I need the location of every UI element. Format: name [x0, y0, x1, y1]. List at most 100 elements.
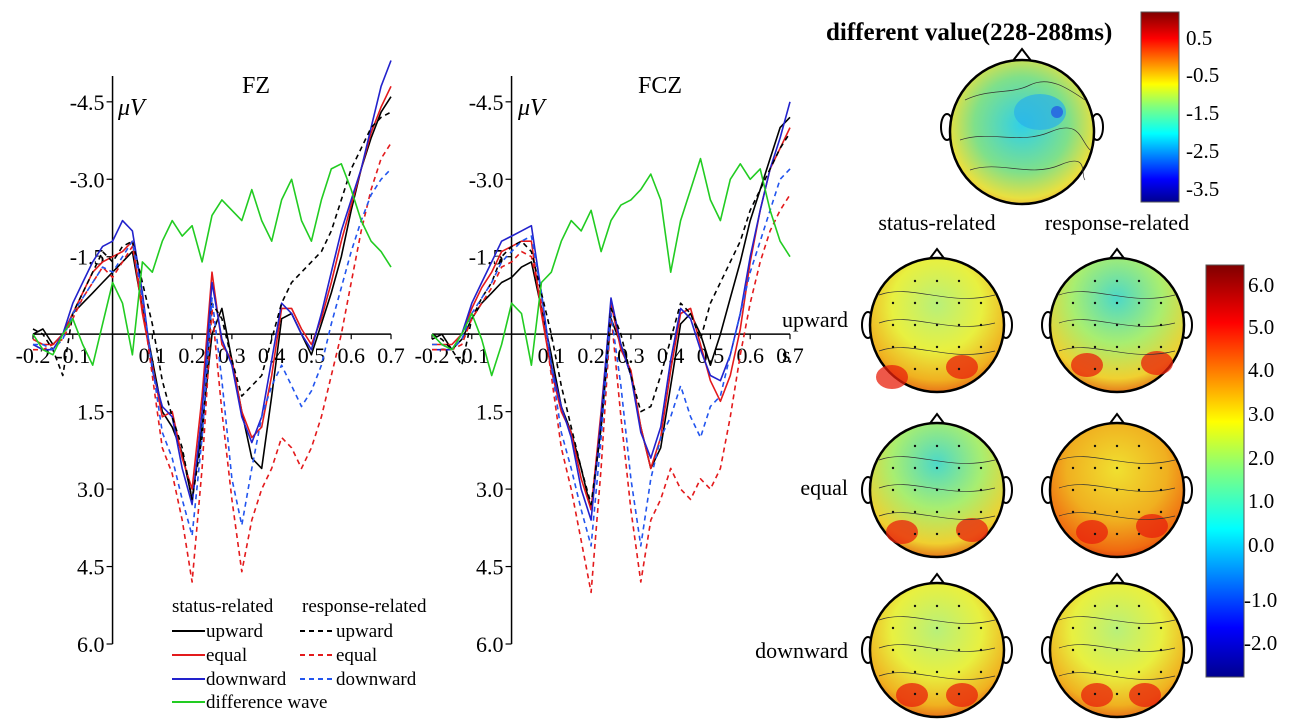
- column-label-status: status-related: [878, 210, 995, 235]
- legend-response-downward: downward: [336, 669, 417, 690]
- electrode-dot: [1093, 323, 1097, 327]
- activation-blob: [1141, 351, 1173, 375]
- cb1-tick-3: -2.5: [1186, 139, 1219, 163]
- fz-lines: [32, 60, 392, 583]
- fcz-xunit: s: [782, 342, 791, 367]
- cb2-tick-4: 2.0: [1248, 446, 1274, 470]
- electrode-dot: [1137, 670, 1141, 674]
- topomap-response-downward: [1041, 572, 1193, 719]
- electrode-dot: [935, 488, 939, 492]
- electrode-dot: [1093, 301, 1097, 305]
- condition-colorbar: 6.0 5.0 4.0 3.0 2.0 1.0 0.0 -1.0 -2.0: [1205, 264, 1277, 678]
- fcz-xtick-label: 0.7: [776, 343, 804, 368]
- electrode-dot: [935, 279, 939, 283]
- legend-status-upward: upward: [206, 621, 263, 642]
- activation-blob: [1071, 353, 1103, 377]
- fz-ytick-label: 1.5: [77, 400, 105, 425]
- electrode-dot: [913, 692, 917, 696]
- contour-line: [1058, 616, 1176, 624]
- fz-ytick-label: 6.0: [77, 632, 105, 657]
- fz-ytick-label: -3.0: [70, 167, 105, 192]
- contour-line: [878, 484, 996, 492]
- activation-blob: [886, 520, 918, 544]
- fz-series-status-related-upward: [32, 96, 392, 501]
- electrode-dot: [1071, 648, 1075, 652]
- fz-erp-panel: FZ μV -4.5-3.0-1.51.53.04.56.0-0.2 -0.1 0.…: [16, 60, 405, 657]
- cb2-tick-6: 0.0: [1248, 533, 1274, 557]
- contour-line: [878, 456, 996, 464]
- column-label-response: response-related: [1045, 210, 1189, 235]
- electrode-dot: [1137, 488, 1141, 492]
- cb1-tick-1: -0.5: [1186, 63, 1219, 87]
- electrode-dot: [1159, 488, 1163, 492]
- electrode-dot: [1115, 488, 1119, 492]
- electrode-dot: [935, 466, 939, 470]
- contour-line: [1058, 291, 1176, 299]
- electrode-dot: [957, 367, 961, 371]
- contour-line: [1058, 484, 1176, 492]
- electrode-dot: [935, 510, 939, 514]
- electrode-dot: [1071, 323, 1075, 327]
- cb1-tick-4: -3.5: [1186, 177, 1219, 201]
- electrode-dot: [957, 626, 961, 630]
- electrode-dot: [891, 301, 895, 305]
- fcz-xtick-label: 0.2: [577, 343, 605, 368]
- electrode-dot: [935, 345, 939, 349]
- electrode-dot: [1115, 323, 1119, 327]
- electrode-dot: [1137, 279, 1141, 283]
- electrode-dot: [1093, 279, 1097, 283]
- electrode-dot: [1115, 444, 1119, 448]
- fz-xtick-label: -0.2: [16, 343, 51, 368]
- cb2-tick-3: 3.0: [1248, 402, 1274, 426]
- electrode-dot: [913, 626, 917, 630]
- legend-status-equal: equal: [206, 645, 247, 666]
- fcz-xtick-label: 0.6: [736, 343, 764, 368]
- row-label-downward: downward: [755, 638, 848, 663]
- electrode-dot: [1071, 510, 1075, 514]
- fcz-series-response-related-downward: [432, 168, 791, 547]
- electrode-dot: [1159, 466, 1163, 470]
- electrode-dot: [1137, 444, 1141, 448]
- difference-topomap-panel: different value(228-288ms) 0.5 -0.5 -1.5…: [826, 11, 1219, 206]
- electrode-dot: [1137, 367, 1141, 371]
- legend-status-downward: downward: [206, 669, 287, 690]
- contour-line: [1058, 347, 1176, 355]
- topomap-status-equal: [861, 412, 1013, 559]
- electrode-dot: [957, 670, 961, 674]
- fcz-ytick-label: 6.0: [476, 632, 504, 657]
- electrode-dot: [891, 466, 895, 470]
- electrode-dot: [1115, 532, 1119, 536]
- fz-series-response-related-downward: [33, 168, 392, 537]
- electrode-dot: [1137, 301, 1141, 305]
- electrode-dot: [891, 626, 895, 630]
- difference-topomap-title: different value(228-288ms): [826, 19, 1112, 46]
- fcz-erp-panel: FCZ μV s -4.5-3.0-1.51.53.04.56.0-0.2 -0.…: [415, 73, 804, 657]
- activation-blob: [896, 683, 928, 707]
- fz-xtick-label: -0.1: [55, 343, 90, 368]
- difference-colorbar: 0.5 -0.5 -1.5 -2.5 -3.5: [1140, 11, 1219, 203]
- fcz-title: FCZ: [638, 73, 682, 99]
- electrode-dot: [935, 692, 939, 696]
- cb2-tick-7: -1.0: [1244, 588, 1277, 612]
- activation-blob: [946, 355, 978, 379]
- electrode-dot: [935, 604, 939, 608]
- electrode-dot: [935, 367, 939, 371]
- electrode-dot: [913, 488, 917, 492]
- electrode-dot: [1093, 692, 1097, 696]
- electrode-dot: [1137, 532, 1141, 536]
- contour-line: [1058, 672, 1176, 680]
- electrode-dot: [1137, 466, 1141, 470]
- electrode-dot: [1137, 604, 1141, 608]
- fz-ytick-label: -4.5: [70, 90, 105, 115]
- electrode-dot: [1137, 323, 1141, 327]
- electrode-dot: [891, 488, 895, 492]
- electrode-dot: [957, 648, 961, 652]
- electrode-dot: [1093, 604, 1097, 608]
- electrode-dot: [979, 626, 983, 630]
- contour-line: [878, 291, 996, 299]
- electrode-dot: [979, 488, 983, 492]
- electrode-dot: [1093, 444, 1097, 448]
- cb2-tick-5: 1.0: [1248, 489, 1274, 513]
- electrode-dot: [1159, 670, 1163, 674]
